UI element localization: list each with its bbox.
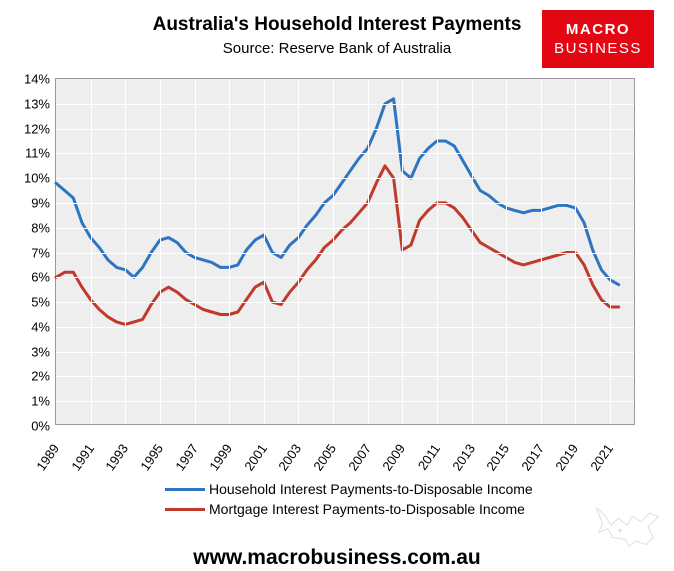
chart-plot-area: 0%1%2%3%4%5%6%7%8%9%10%11%12%13%14%19891…	[55, 78, 635, 425]
series-mortgage	[56, 166, 619, 325]
gridline-y	[56, 327, 634, 328]
gridline-y	[56, 352, 634, 353]
xtick-label: 2003	[276, 441, 305, 473]
xtick-label: 2011	[415, 441, 443, 473]
website-url: www.macrobusiness.com.au	[0, 546, 674, 570]
gridline-y	[56, 302, 634, 303]
xtick-label: 1993	[103, 441, 132, 473]
xtick-label: 1989	[33, 441, 62, 473]
gridline-y	[56, 253, 634, 254]
gridline-x	[575, 79, 576, 424]
gridline-x	[506, 79, 507, 424]
legend-item: Mortgage Interest Payments-to-Disposable…	[165, 501, 533, 517]
legend-swatch	[165, 508, 205, 511]
gridline-x	[264, 79, 265, 424]
ytick-label: 5%	[31, 295, 56, 310]
gridline-x	[402, 79, 403, 424]
gridline-y	[56, 104, 634, 105]
gridline-x	[472, 79, 473, 424]
ytick-label: 2%	[31, 369, 56, 384]
ytick-label: 10%	[24, 171, 56, 186]
ytick-label: 0%	[31, 419, 56, 434]
ytick-label: 9%	[31, 195, 56, 210]
xtick-label: 2019	[553, 441, 582, 473]
brand-top-text: MACRO	[566, 20, 630, 40]
gridline-y	[56, 203, 634, 204]
xtick-label: 1997	[172, 441, 201, 473]
gridline-y	[56, 228, 634, 229]
xtick-label: 2021	[587, 441, 616, 473]
ytick-label: 13%	[24, 96, 56, 111]
gridline-x	[160, 79, 161, 424]
ytick-label: 11%	[25, 146, 56, 161]
ytick-label: 3%	[31, 344, 56, 359]
gridline-x	[333, 79, 334, 424]
gridline-y	[56, 401, 634, 402]
brand-logo: MACRO BUSINESS	[542, 10, 654, 68]
ytick-label: 12%	[24, 121, 56, 136]
gridline-y	[56, 277, 634, 278]
legend-label: Mortgage Interest Payments-to-Disposable…	[209, 501, 525, 517]
gridline-x	[125, 79, 126, 424]
gridline-x	[229, 79, 230, 424]
xtick-label: 2015	[483, 441, 512, 473]
ytick-label: 14%	[24, 72, 56, 87]
brand-bottom-text: BUSINESS	[554, 39, 642, 59]
legend-swatch	[165, 488, 205, 491]
xtick-label: 2005	[310, 441, 339, 473]
legend-item: Household Interest Payments-to-Disposabl…	[165, 481, 533, 497]
legend: Household Interest Payments-to-Disposabl…	[165, 481, 533, 517]
legend-label: Household Interest Payments-to-Disposabl…	[209, 481, 533, 497]
gridline-x	[541, 79, 542, 424]
gridline-x	[91, 79, 92, 424]
xtick-label: 2009	[380, 441, 409, 473]
xtick-label: 1995	[137, 441, 166, 473]
gridline-y	[56, 129, 634, 130]
ytick-label: 6%	[31, 270, 56, 285]
ytick-label: 4%	[31, 319, 56, 334]
series-household	[56, 99, 619, 285]
ytick-label: 1%	[31, 394, 56, 409]
gridline-y	[56, 153, 634, 154]
xtick-label: 1999	[206, 441, 235, 473]
gridline-x	[368, 79, 369, 424]
xtick-label: 2001	[241, 441, 270, 473]
gridline-x	[195, 79, 196, 424]
xtick-label: 2017	[518, 441, 547, 473]
xtick-label: 2013	[449, 441, 478, 473]
gridline-x	[610, 79, 611, 424]
ytick-label: 7%	[31, 245, 56, 260]
xtick-label: 2007	[345, 441, 374, 473]
gridline-x	[298, 79, 299, 424]
ytick-label: 8%	[31, 220, 56, 235]
gridline-x	[437, 79, 438, 424]
gridline-y	[56, 178, 634, 179]
xtick-label: 1991	[68, 441, 97, 473]
gridline-y	[56, 376, 634, 377]
